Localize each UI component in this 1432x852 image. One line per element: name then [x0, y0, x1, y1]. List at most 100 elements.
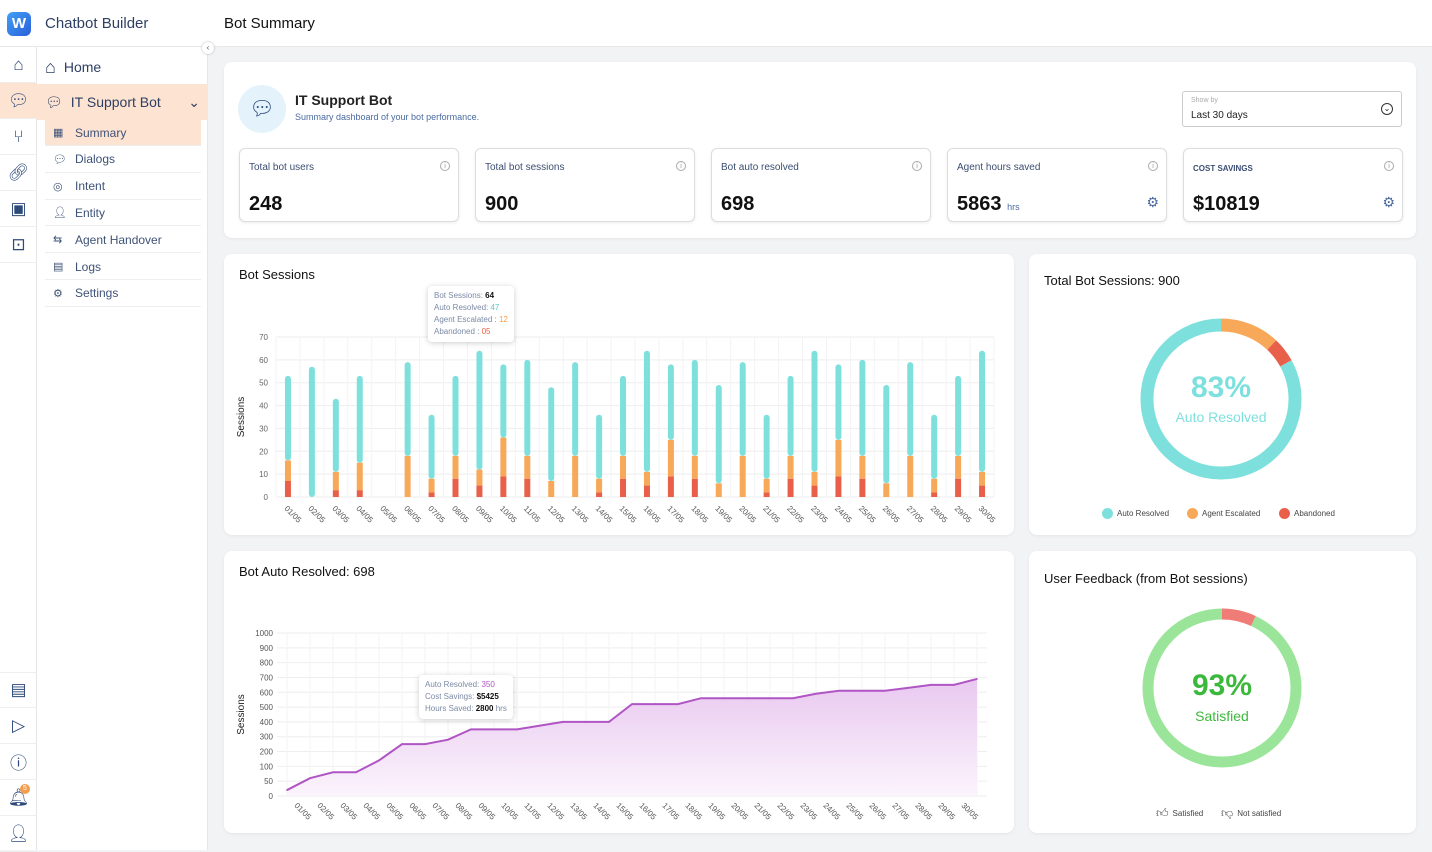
bar-auto-resolved: [284, 375, 291, 461]
data-point: [769, 697, 771, 699]
gear-icon[interactable]: ⚙: [1382, 194, 1395, 210]
thumbs-down-icon: 👎︎: [1221, 806, 1234, 820]
sidebar-item-entity[interactable]: 👤︎ Entity: [45, 200, 201, 227]
info-icon[interactable]: i: [1384, 161, 1394, 171]
top-bar: [0, 0, 1432, 47]
x-tick-label: 18/05: [683, 801, 704, 822]
auto-resolved-chart: 0 50 100 200 300 400 500 600 700 800 900 1000 Sessio…: [236, 629, 987, 822]
chevron-down-icon: ⌄: [188, 93, 200, 110]
bar-auto-resolved: [500, 364, 507, 438]
sidebar-item-logs[interactable]: ▤ Logs: [45, 254, 201, 280]
x-tick-label: 01/05: [283, 504, 304, 525]
y-tick-label: 30: [259, 424, 268, 433]
home-icon[interactable]: ⌂: [0, 47, 37, 83]
bar-auto-resolved: [596, 414, 603, 479]
help-icon[interactable]: ⓘ: [0, 744, 37, 780]
bar-agent-escalated: [572, 455, 579, 497]
chart-title: Bot Sessions: [239, 267, 315, 282]
bar-auto-resolved: [572, 362, 579, 456]
notification-badge: 5: [20, 784, 30, 794]
donut-label: Satisfied: [1195, 708, 1249, 724]
data-point: [700, 697, 702, 699]
y-tick-label: 1000: [255, 629, 273, 638]
data-point: [861, 689, 863, 692]
bar-agent-escalated: [476, 469, 483, 486]
legend-auto: Auto Resolved: [1102, 508, 1169, 519]
donut-percent: 93%: [1191, 669, 1253, 702]
kpi-value: 698: [721, 193, 755, 215]
y-tick-label: 900: [260, 644, 274, 653]
x-tick-label: 20/05: [737, 504, 758, 525]
x-tick-label: 03/05: [338, 801, 359, 822]
x-tick-label: 10/05: [498, 504, 519, 525]
bar-agent-escalated: [691, 455, 698, 479]
x-tick-label: 28/05: [929, 504, 950, 525]
bar-abandoned: [476, 485, 483, 497]
intent-icon: ◎: [53, 180, 63, 193]
show-by-select[interactable]: Show by Last 30 days ⌄: [1182, 91, 1402, 127]
bar-auto-resolved: [524, 359, 531, 456]
y-tick-label: 50: [264, 777, 273, 786]
integration-icon[interactable]: ▣: [0, 191, 37, 227]
bar-agent-escalated: [284, 460, 291, 481]
user-icon[interactable]: 👤︎: [0, 816, 37, 852]
page-title: Bot Summary: [224, 15, 315, 32]
dialogs-icon: 💬︎: [53, 153, 67, 166]
y-tick-label: 0: [264, 493, 269, 502]
bar-agent-escalated: [548, 481, 555, 497]
sidebar-item-dialogs[interactable]: 💬︎ Dialogs: [45, 147, 201, 173]
info-icon[interactable]: i: [1148, 161, 1158, 171]
bar-agent-escalated: [787, 455, 794, 479]
bot-sessions-chart: 0 10 20 30 40 50 60 70 Sessions 01/05 02/05 03/05 04…: [236, 333, 998, 525]
x-tick-label: 21/05: [752, 801, 773, 822]
x-tick-label: 26/05: [881, 504, 902, 525]
sidebar-bot[interactable]: 💬︎ IT Support Bot ⌄: [37, 84, 208, 120]
info-icon[interactable]: i: [440, 161, 450, 171]
bar-abandoned: [787, 478, 794, 497]
bar-auto-resolved: [428, 414, 435, 479]
bar-agent-escalated: [643, 471, 650, 486]
bar-auto-resolved: [859, 359, 866, 456]
collapse-sidebar-button[interactable]: ‹: [202, 42, 214, 54]
data-point: [723, 697, 725, 699]
bar-auto-resolved: [811, 350, 818, 472]
bar-abandoned: [452, 478, 459, 497]
flow-icon[interactable]: ⑂: [0, 119, 37, 155]
sidebar: ⌂ Home 💬︎ IT Support Bot ⌄ ▦ Summary 💬︎ Dialog…: [37, 47, 208, 307]
summary-icon: ▦: [53, 127, 64, 139]
sidebar-item-settings[interactable]: ⚙ Settings: [45, 281, 201, 307]
bar-auto-resolved: [548, 387, 555, 481]
y-axis-label: Sessions: [236, 397, 247, 438]
x-tick-label: 14/05: [591, 801, 612, 822]
info-icon[interactable]: i: [676, 161, 686, 171]
bar-agent-escalated: [907, 455, 914, 497]
y-tick-label: 10: [259, 470, 268, 479]
faq-icon[interactable]: ▤: [0, 672, 37, 708]
x-tick-label: 16/05: [642, 504, 663, 525]
sidebar-item-summary[interactable]: ▦ Summary: [45, 120, 201, 146]
video-icon[interactable]: ▷: [0, 708, 37, 744]
x-tick-label: 21/05: [761, 504, 782, 525]
deploy-icon[interactable]: ⊡: [0, 227, 37, 263]
x-tick-label: 02/05: [306, 504, 327, 525]
donut-segment-satisfied: [1142, 608, 1302, 768]
kpi-label: Agent hours saved: [957, 162, 1041, 173]
bar-auto-resolved: [404, 362, 411, 456]
sidebar-item-agent-handover[interactable]: ⇆ Agent Handover: [45, 227, 201, 254]
info-icon[interactable]: i: [912, 161, 922, 171]
bell-icon[interactable]: 🔔︎ 5: [0, 780, 37, 816]
x-tick-label: 09/05: [474, 504, 495, 525]
bar-agent-escalated: [739, 455, 746, 497]
bar-auto-resolved: [332, 398, 339, 472]
bar-agent-escalated: [596, 478, 603, 493]
chart-title: Bot Auto Resolved: 698: [239, 564, 375, 579]
sidebar-home[interactable]: ⌂ Home: [45, 56, 102, 77]
legend-not-satisfied: 👎︎ Not satisfied: [1221, 806, 1282, 820]
x-tick-label: 19/05: [706, 801, 727, 822]
legend-satisfied: 👍︎ Satisfied: [1156, 806, 1204, 820]
x-tick-label: 20/05: [729, 801, 750, 822]
gear-icon[interactable]: ⚙: [1146, 194, 1159, 210]
link-icon[interactable]: 🔗︎: [0, 155, 37, 191]
sidebar-item-intent[interactable]: ◎ Intent: [45, 174, 201, 200]
chat-icon[interactable]: 💬︎: [0, 83, 37, 119]
